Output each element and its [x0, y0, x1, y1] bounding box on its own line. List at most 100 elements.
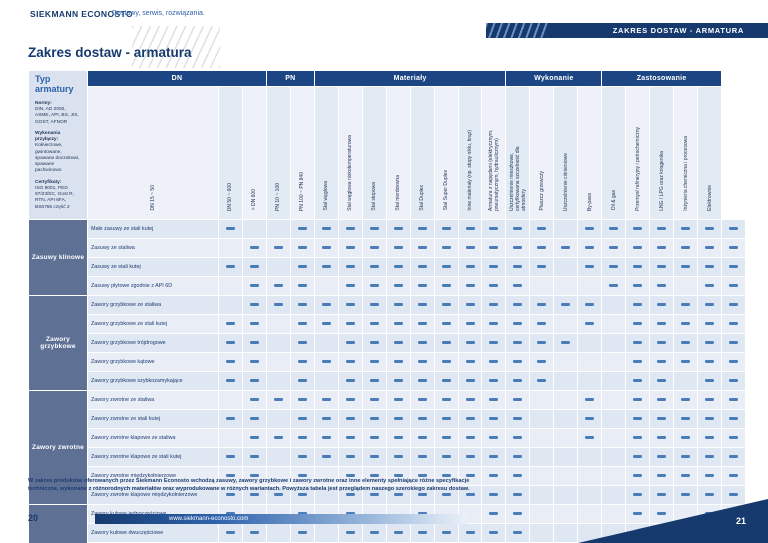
availability-marker: [297, 227, 307, 230]
availability-marker: [297, 360, 307, 363]
column-group-header: Zastosowanie: [602, 71, 722, 87]
matrix-cell: [338, 409, 362, 428]
matrix-cell: [626, 276, 650, 295]
availability-marker: [729, 493, 738, 496]
availability-marker: [417, 284, 427, 287]
matrix-cell: [722, 352, 745, 371]
matrix-cell: [626, 504, 650, 523]
matrix-cell: [290, 485, 314, 504]
availability-marker: [321, 322, 331, 325]
matrix-cell: [602, 485, 626, 504]
matrix-cell: [458, 333, 482, 352]
availability-marker: [345, 322, 355, 325]
matrix-cell: [506, 219, 530, 238]
availability-marker: [297, 455, 307, 458]
availability-marker: [657, 322, 667, 325]
availability-marker: [225, 360, 235, 363]
availability-marker: [513, 265, 523, 268]
matrix-cell: [362, 523, 386, 542]
matrix-cell: [266, 523, 290, 542]
matrix-cell: [338, 333, 362, 352]
matrix-cell: [386, 447, 410, 466]
availability-marker: [633, 246, 643, 249]
availability-marker: [657, 398, 667, 401]
corner-note-connections: Wykonania przyłączy: Kołnierzowe, gwinto…: [35, 131, 81, 175]
matrix-cell: [722, 428, 745, 447]
matrix-cell: [482, 466, 506, 485]
matrix-cell: [578, 314, 602, 333]
availability-marker: [633, 284, 643, 287]
availability-marker: [441, 284, 451, 287]
availability-marker: [513, 474, 523, 477]
availability-marker: [297, 284, 307, 287]
matrix-cell: [602, 295, 626, 314]
matrix-cell: [362, 219, 386, 238]
matrix-table: Typ armatury Normy: DIN, AD 2000, ASME, …: [28, 70, 746, 543]
availability-marker: [489, 341, 499, 344]
matrix-cell: [698, 390, 722, 409]
matrix-cell: [242, 352, 266, 371]
matrix-cell: [458, 257, 482, 276]
matrix-cell: [410, 314, 434, 333]
row-label: Zawory zwrotne klapowe ze staliwa: [88, 428, 218, 447]
matrix-cell: [602, 447, 626, 466]
availability-marker: [729, 303, 738, 306]
matrix-cell: [722, 257, 745, 276]
matrix-cell: [242, 238, 266, 257]
matrix-cell: [242, 485, 266, 504]
matrix-cell: [386, 428, 410, 447]
availability-marker: [513, 512, 523, 515]
availability-marker: [321, 398, 331, 401]
availability-marker: [513, 322, 523, 325]
availability-marker: [705, 265, 715, 268]
matrix-cell: [530, 485, 554, 504]
availability-marker: [681, 436, 691, 439]
availability-marker: [465, 417, 475, 420]
matrix-cell: [410, 352, 434, 371]
matrix-cell: [530, 295, 554, 314]
column-header: LNG / LPG oraz kriogenika: [650, 87, 674, 219]
availability-marker: [225, 455, 235, 458]
column-header: Stal węglowa niskotemperaturowa: [338, 87, 362, 219]
availability-marker: [345, 284, 355, 287]
row-label: Zawory zwrotne ze staliwa: [88, 390, 218, 409]
availability-marker: [393, 436, 403, 439]
corner-note-norms: Normy: DIN, AD 2000, ASME, API, BS, JIS,…: [35, 101, 81, 126]
availability-marker: [345, 265, 355, 268]
availability-marker: [657, 512, 667, 515]
matrix-cell: [314, 409, 338, 428]
matrix-cell: [434, 257, 458, 276]
matrix-cell: [482, 371, 506, 390]
row-label: Zawory zwrotne klapowe międzykołnierzowe: [88, 485, 218, 504]
availability-marker: [441, 360, 451, 363]
matrix-cell: [698, 333, 722, 352]
matrix-cell: [362, 466, 386, 485]
availability-marker: [225, 531, 235, 534]
availability-marker: [489, 284, 499, 287]
matrix-cell: [626, 295, 650, 314]
matrix-cell: [266, 295, 290, 314]
matrix-cell: [458, 276, 482, 295]
matrix-cell: [530, 447, 554, 466]
matrix-cell: [314, 466, 338, 485]
column-group-header: DN: [88, 71, 266, 87]
matrix-cell: [506, 428, 530, 447]
matrix-cell: [626, 257, 650, 276]
matrix-cell: [242, 390, 266, 409]
matrix-cell: [314, 352, 338, 371]
matrix-cell: [578, 219, 602, 238]
matrix-cell: [674, 257, 698, 276]
matrix-cell: [674, 333, 698, 352]
availability-marker: [561, 303, 571, 306]
availability-marker: [729, 360, 738, 363]
footer-url[interactable]: www.siekmann-econosto.com: [169, 516, 249, 522]
corner-title: Typ armatury: [35, 74, 74, 94]
availability-marker: [417, 474, 427, 477]
availability-marker: [729, 322, 738, 325]
matrix-cell: [362, 352, 386, 371]
availability-marker: [585, 322, 595, 325]
matrix-cell: [698, 371, 722, 390]
table-row: Zawory grzybkowe ze stali kutej: [29, 314, 745, 333]
matrix-cell: [458, 314, 482, 333]
availability-marker: [537, 227, 547, 230]
